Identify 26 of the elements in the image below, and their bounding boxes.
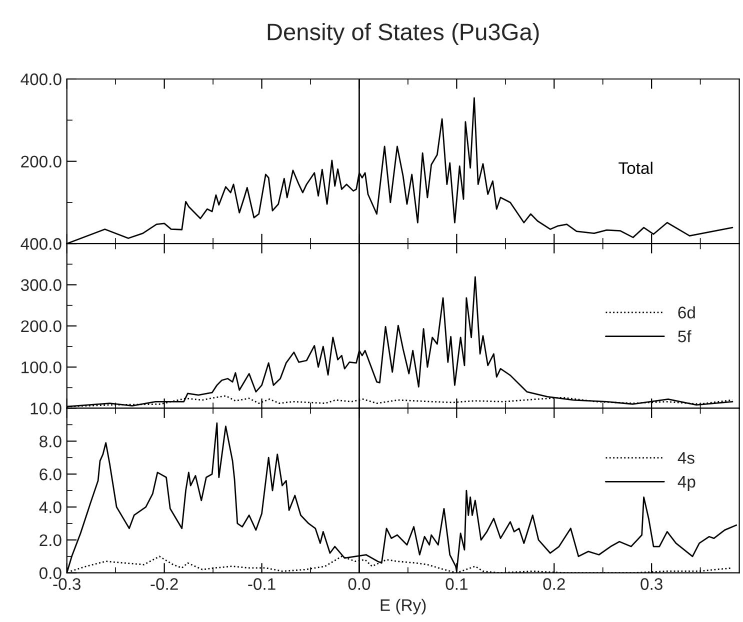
x-axis-title: E (Ry) (380, 598, 426, 614)
y-tick-label: 200.0 (21, 156, 62, 168)
y-tick-label: 2.0 (40, 534, 62, 546)
legend-label: 5f (678, 330, 692, 342)
y-tick-label: 0.0 (39, 567, 62, 580)
y-tick-label: 400.0 (20, 238, 62, 250)
y-tick-label: 100.0 (22, 361, 62, 374)
y-tick-label: 400.0 (20, 73, 62, 86)
y-tick-label: 4.0 (39, 501, 62, 514)
legend-label: 4p (678, 476, 696, 491)
x-tick-label: -0.2 (150, 578, 178, 590)
legend-label: 6d (678, 306, 695, 318)
chart-title: Density of States (Pu3Ga) (268, 22, 539, 46)
x-tick-label: 0.0 (348, 578, 370, 590)
y-tick-label: 300.0 (20, 279, 62, 291)
text: Total (618, 162, 652, 174)
x-tick-label: -0.1 (248, 578, 276, 590)
x-tick-label: 0.1 (446, 578, 468, 590)
y-tick-label: 10.0 (30, 402, 62, 414)
y-tick-label: 6.0 (40, 468, 62, 480)
x-tick-label: 0.3 (640, 578, 662, 590)
x-tick-label: -0.3 (53, 578, 80, 590)
y-tick-label: 8.0 (40, 436, 62, 448)
legend-label: 4s (678, 452, 694, 464)
y-tick-label: 200.0 (21, 320, 62, 332)
x-tick-label: 0.2 (543, 578, 565, 590)
